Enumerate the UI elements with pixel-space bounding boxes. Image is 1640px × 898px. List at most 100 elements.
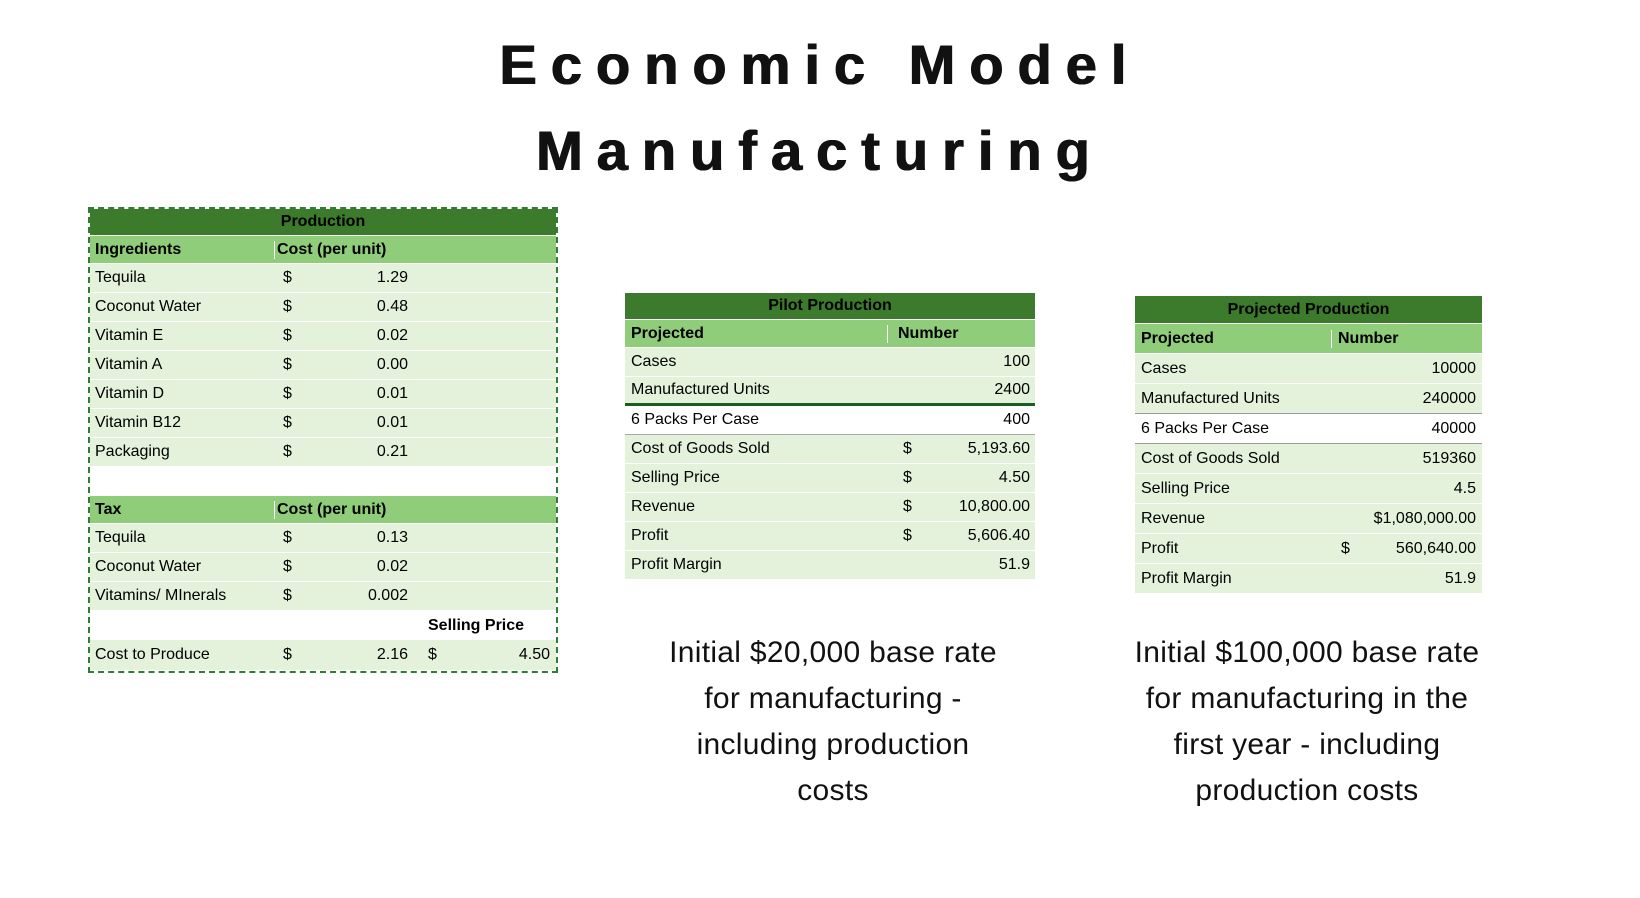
- row-label: Profit: [631, 527, 669, 544]
- caption-line: production costs: [1195, 774, 1419, 807]
- column-header-ingredients: Ingredients: [95, 240, 182, 258]
- caption-line: first year - including: [1173, 728, 1441, 761]
- title-line-2: Manufacturing: [536, 119, 1104, 182]
- row-value: 1.29: [376, 269, 408, 286]
- row-currency: $: [1341, 539, 1350, 557]
- page-title: Economic Model Manufacturing: [0, 22, 1640, 194]
- column-header-number: Number: [887, 324, 1035, 343]
- row-currency: $: [283, 356, 292, 373]
- row-label: Revenue: [631, 498, 696, 515]
- row-value: 0.01: [376, 385, 408, 402]
- table-row: Coconut Water $ 0.48: [90, 293, 556, 322]
- row-value: 5,606.40: [967, 527, 1030, 544]
- caption-line: costs: [797, 774, 869, 807]
- table-row: Packaging $ 0.21: [90, 438, 556, 467]
- row-value: 519360: [1422, 449, 1476, 467]
- table-row: Vitamins/ MInerals $ 0.002: [90, 582, 556, 611]
- row-value: 51.9: [998, 556, 1030, 573]
- row-label: Manufactured Units: [631, 381, 770, 398]
- row-value: 51.9: [1444, 569, 1476, 587]
- row-currency: $: [903, 527, 912, 544]
- pilot-table-title: Pilot Production: [768, 297, 892, 314]
- table-row: Vitamin B12 $ 0.01: [90, 409, 556, 438]
- row-value: 2.16: [376, 646, 408, 663]
- production-table: Production Ingredients Cost (per unit) T…: [88, 207, 558, 673]
- row-label: Cost of Goods Sold: [1141, 449, 1280, 467]
- row-label: Tequila: [95, 529, 146, 546]
- row-currency: $: [283, 558, 292, 575]
- table-row: 6 Packs Per Case 400: [625, 406, 1035, 435]
- spacer-row: [90, 467, 556, 496]
- row-value: 0.21: [376, 443, 408, 460]
- row-label: Vitamin A: [95, 356, 163, 373]
- row-value: 4.5: [1453, 479, 1476, 497]
- row-currency: $: [283, 327, 292, 344]
- column-header-projected: Projected: [1141, 329, 1214, 347]
- column-header-tax: Tax: [95, 500, 122, 518]
- row-value: 100: [1003, 353, 1030, 370]
- row-label: Vitamin D: [95, 385, 165, 402]
- row-label: Vitamins/ MInerals: [95, 587, 227, 604]
- row-value: 4.50: [998, 469, 1030, 486]
- row-currency: $: [283, 529, 292, 546]
- row-label: Coconut Water: [95, 298, 202, 315]
- table-row: Coconut Water $ 0.02: [90, 553, 556, 582]
- row-currency: $: [903, 440, 912, 457]
- caption-line: Initial $100,000 base rate: [1134, 636, 1480, 669]
- projected-table-header: Projected Production: [1135, 296, 1482, 324]
- selling-price-header-row: Selling Price: [90, 611, 556, 640]
- table-row: Vitamin E $ 0.02: [90, 322, 556, 351]
- row-value: 0.002: [367, 587, 408, 604]
- row-value: 0.48: [376, 298, 408, 315]
- title-line-1: Economic Model: [499, 33, 1141, 96]
- table-row: Vitamin D $ 0.01: [90, 380, 556, 409]
- table-row: Profit $ 5,606.40: [625, 522, 1035, 551]
- row-label: Cost of Goods Sold: [631, 440, 770, 457]
- tax-columns-row: Tax Cost (per unit): [90, 496, 556, 524]
- caption-line: for manufacturing in the: [1145, 682, 1469, 715]
- table-row: Profit Margin 51.9: [1135, 564, 1482, 594]
- table-row: Profit $ 560,640.00: [1135, 534, 1482, 564]
- table-row: Tequila $ 0.13: [90, 524, 556, 553]
- table-row: Cost of Goods Sold 519360: [1135, 444, 1482, 474]
- pilot-production-table: Pilot Production Projected Number Cases …: [625, 293, 1035, 580]
- table-row: 6 Packs Per Case 40000: [1135, 414, 1482, 444]
- projected-table-title: Projected Production: [1227, 300, 1390, 318]
- row-value: 5,193.60: [967, 440, 1030, 457]
- table-row: Tequila $ 1.29: [90, 264, 556, 293]
- caption-line: including production: [696, 728, 970, 761]
- row-value: 0.02: [376, 327, 408, 344]
- row-currency: $: [283, 269, 292, 286]
- row-label: Tequila: [95, 269, 146, 286]
- row-value: 2400: [994, 381, 1030, 398]
- pilot-columns-row: Projected Number: [625, 320, 1035, 348]
- table-row: Selling Price $ 4.50: [625, 464, 1035, 493]
- row-value: 0.13: [376, 529, 408, 546]
- row-label: Revenue: [1141, 509, 1206, 527]
- column-header-tax-cost: Cost (per unit): [274, 500, 412, 519]
- pilot-table-header: Pilot Production: [625, 293, 1035, 320]
- column-header-cost-per-unit: Cost (per unit): [274, 240, 412, 259]
- row-label: Selling Price: [1141, 479, 1230, 497]
- column-header-projected: Projected: [631, 324, 704, 342]
- row-value: 0.02: [376, 558, 408, 575]
- projected-production-table: Projected Production Projected Number Ca…: [1135, 296, 1482, 594]
- row-value: $1,080,000.00: [1373, 509, 1476, 527]
- row-label: 6 Packs Per Case: [631, 411, 760, 428]
- row-label: Vitamin B12: [95, 414, 181, 431]
- row-value: 240000: [1422, 389, 1476, 407]
- table-row: Revenue $1,080,000.00: [1135, 504, 1482, 534]
- caption-line: Initial $20,000 base rate: [669, 636, 997, 669]
- row-label: Cost to Produce: [95, 646, 210, 663]
- row-label: Coconut Water: [95, 558, 202, 575]
- production-columns-row: Ingredients Cost (per unit): [90, 236, 556, 264]
- row-label: Cases: [1141, 359, 1187, 377]
- row-value: 10,800.00: [958, 498, 1030, 515]
- table-row: Cases 10000: [1135, 354, 1482, 384]
- column-header-number: Number: [1331, 329, 1482, 348]
- row-currency: $: [283, 443, 292, 460]
- row-currency: $: [283, 414, 292, 431]
- row-currency: $: [283, 298, 292, 315]
- pilot-caption: Initial $20,000 base rate for manufactur…: [608, 630, 1058, 814]
- row-label: Profit Margin: [631, 556, 722, 573]
